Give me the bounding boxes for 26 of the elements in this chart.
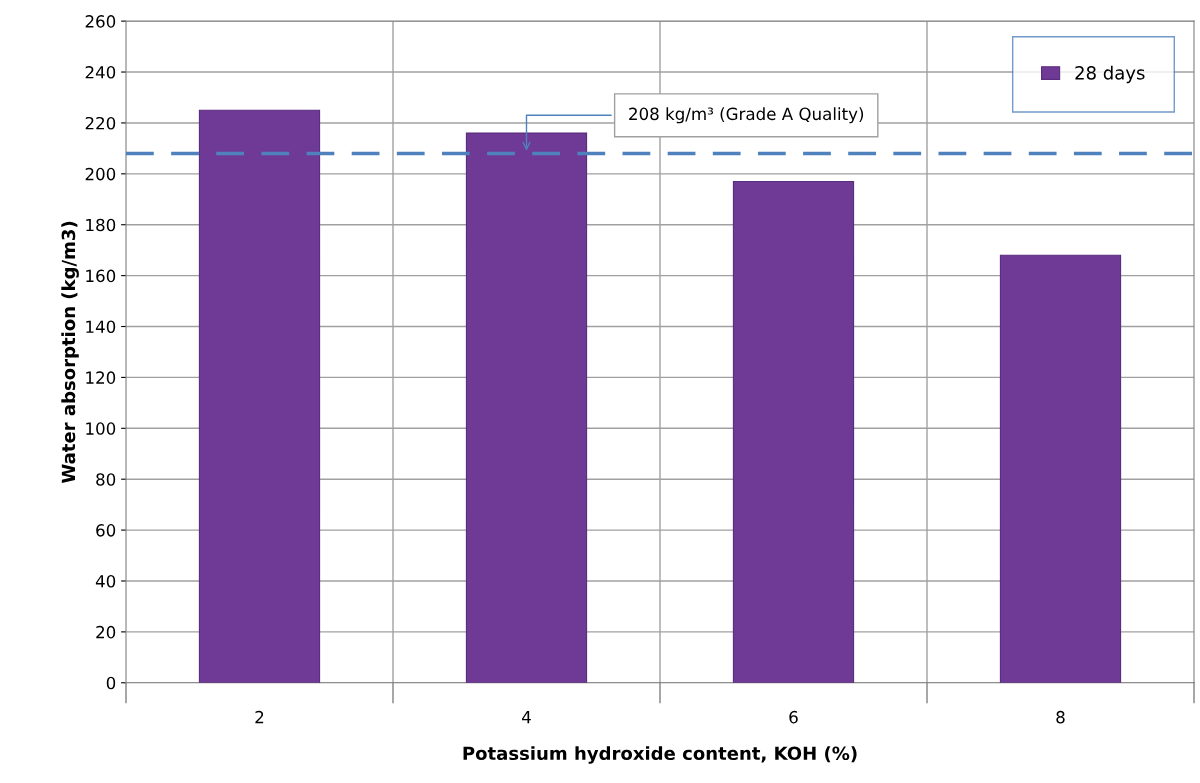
- x-tick-label: 8: [1056, 710, 1065, 724]
- y-tick-label: 180: [86, 218, 116, 232]
- legend-label: 28 days: [1075, 65, 1145, 84]
- y-tick-label: 80: [96, 473, 116, 486]
- x-tick-label: 2: [255, 710, 264, 724]
- x-axis-title: Potassium hydroxide content, KOH (%): [463, 746, 857, 764]
- y-tick-label: 100: [86, 422, 116, 435]
- y-tick-label: 20: [96, 625, 116, 639]
- y-tick-label: 120: [86, 371, 116, 384]
- bar: [999, 254, 1122, 683]
- y-tick-label: 60: [96, 524, 116, 537]
- y-tick-label: 40: [95, 574, 116, 588]
- y-tick-label: 260: [85, 15, 116, 28]
- y-tick-label: 220: [85, 116, 116, 130]
- y-tick-label: 160: [86, 269, 116, 283]
- bar: [732, 180, 855, 683]
- y-axis-title: Water absorption (kg/m3): [61, 221, 79, 484]
- y-tick-label: 240: [85, 66, 116, 79]
- ref-line-label: 208 kg/m³ (Grade A Quality): [629, 107, 864, 124]
- y-tick-label: 200: [85, 167, 116, 181]
- bar: [465, 132, 588, 683]
- x-tick-label: 4: [522, 711, 531, 724]
- y-tick-label: 140: [86, 320, 116, 334]
- bar: [198, 109, 321, 683]
- y-tick-label: 0: [106, 676, 116, 690]
- x-tick-label: 6: [789, 710, 798, 724]
